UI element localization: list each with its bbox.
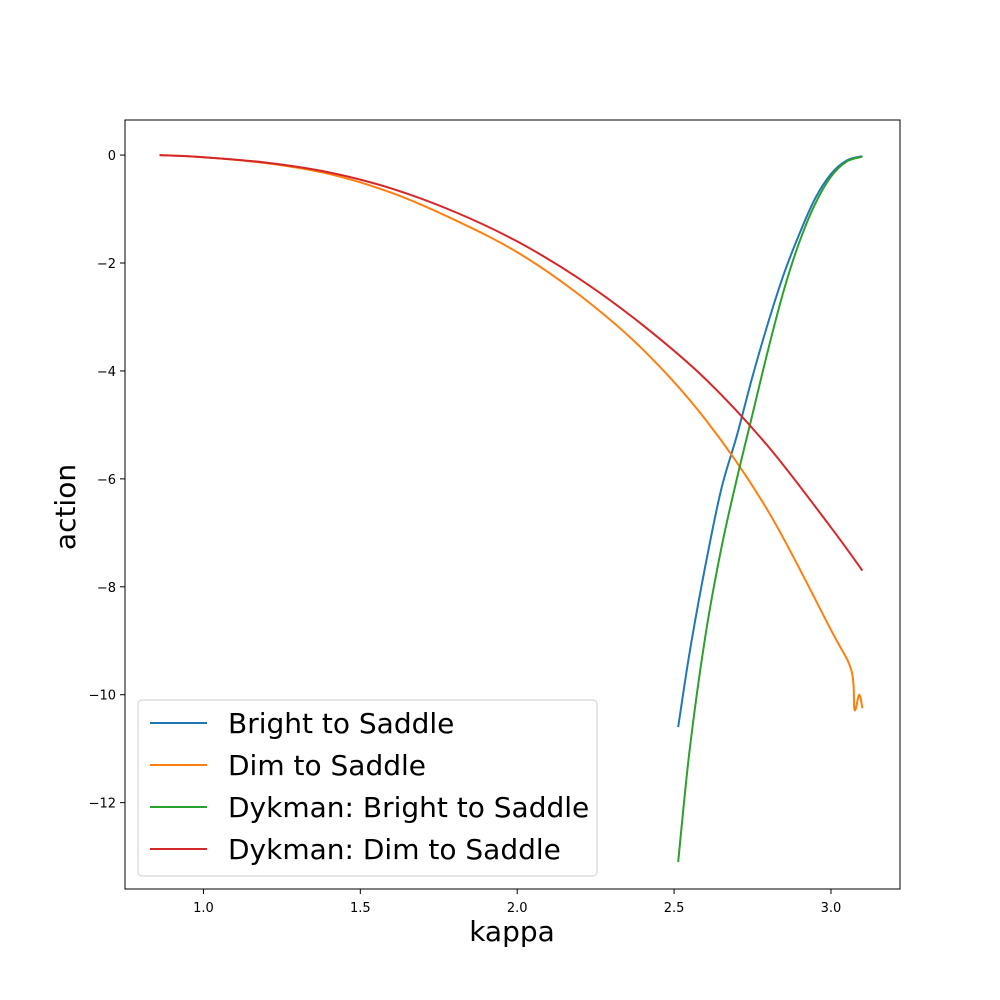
- series-line-bright-to-saddle: [677, 155, 863, 728]
- plot-frame: [124, 119, 901, 890]
- y-tick-label: −4: [97, 365, 116, 380]
- y-axis-label: action: [49, 464, 82, 550]
- x-axis: 1.0 1.5 2.0 2.5 3.0: [193, 889, 841, 916]
- legend: Bright to Saddle Dim to Saddle Dykman: Bri…: [137, 699, 598, 877]
- series-line-dim-to-saddle: [159, 154, 864, 712]
- plot-lines: [159, 154, 864, 863]
- x-axis-label: kappa: [469, 915, 555, 948]
- y-tick-label: 0: [108, 149, 116, 164]
- legend-box: [137, 699, 598, 877]
- x-tick-label: 1.5: [350, 901, 371, 916]
- legend-label-dim-to-saddle: Dim to Saddle: [228, 749, 426, 782]
- x-tick-label: 3.0: [821, 901, 842, 916]
- legend-label-dykman-bright-to-saddle: Dykman: Bright to Saddle: [228, 791, 589, 824]
- legend-label-bright-to-saddle: Bright to Saddle: [228, 707, 454, 740]
- series-line-dykman-dim-to-saddle: [159, 154, 864, 572]
- y-axis: 0 −2 −4 −6 −8 −10 −12: [89, 149, 125, 812]
- x-tick-label: 2.5: [664, 901, 685, 916]
- series-line-dykman-bright-to-saddle: [677, 155, 863, 863]
- x-tick-label: 2.0: [507, 901, 528, 916]
- y-tick-label: −6: [97, 473, 116, 488]
- y-tick-label: −10: [89, 689, 116, 704]
- legend-label-dykman-dim-to-saddle: Dykman: Dim to Saddle: [228, 833, 561, 866]
- y-tick-label: −8: [97, 581, 116, 596]
- y-tick-label: −2: [97, 257, 116, 272]
- x-tick-label: 1.0: [193, 901, 214, 916]
- y-tick-label: −12: [89, 797, 116, 812]
